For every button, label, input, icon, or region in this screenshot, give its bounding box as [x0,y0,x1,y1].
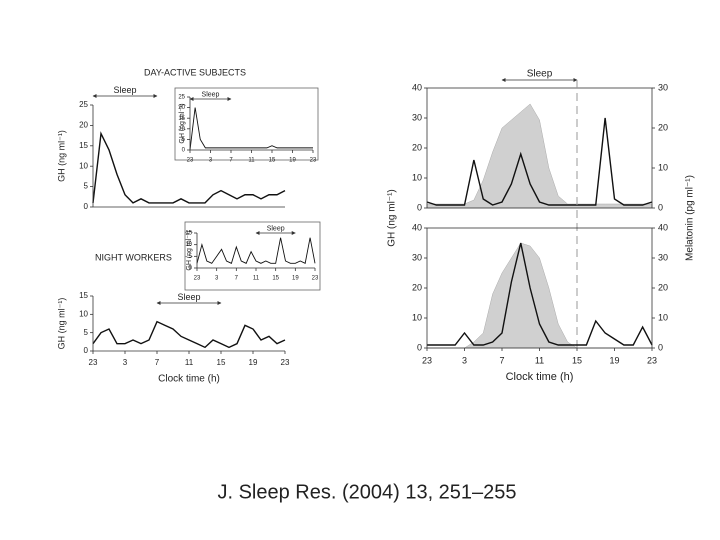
y-tick-label: 0 [417,342,422,352]
sleep-label: Sleep [113,85,136,95]
y-tick-label: 0 [182,148,186,154]
y-tick-label: 0 [417,202,422,212]
y2-tick-label: 30 [658,252,668,262]
sleep-label: Sleep [202,92,220,99]
y-tick-label: 10 [79,309,88,318]
gh-line [189,107,313,151]
gh-line [427,242,653,346]
sleep-label: Sleep [177,292,200,302]
x-tick-label: 23 [194,276,201,282]
gh-line [92,131,286,204]
x-tick-label: 23 [422,355,432,365]
y-tick-label: 25 [79,100,88,109]
x-axis-label: Clock time (h) [506,371,574,383]
x-tick-label: 15 [272,276,279,282]
y-tick-label: 30 [412,112,422,122]
y-tick-label: 0 [84,202,89,211]
x-tick-label: 11 [185,358,194,367]
y-tick-label: 15 [79,141,88,150]
y2-tick-label: 20 [658,282,668,292]
x-tick-label: 23 [310,158,317,164]
x-tick-label: 7 [499,355,504,365]
y-axis-label: GH (ng ml⁻¹) [186,230,193,270]
x-tick-label: 7 [229,158,233,164]
gh-line [92,320,286,349]
x-axis-label: Clock time (h) [158,374,220,385]
melatonin-area [426,103,653,209]
y2-tick-label: 0 [658,342,663,352]
sleep-label: Sleep [267,226,285,233]
sleep-label: Sleep [527,68,553,79]
y-tick-label: 0 [189,266,193,272]
x-tick-label: 23 [187,158,194,164]
panel-title: DAY-ACTIVE SUBJECTS [144,67,246,77]
x-tick-label: 19 [289,158,296,164]
x-tick-label: 11 [535,355,544,365]
y-tick-label: 5 [84,328,89,337]
y-tick-label: 40 [412,222,422,232]
y-tick-label: 20 [178,105,185,111]
y-tick-label: 5 [84,182,89,191]
x-tick-label: 15 [217,358,226,367]
y2-axis-label: Melatonin (pg ml⁻¹) [685,175,696,261]
y-axis-label: GH (ng ml⁻¹) [387,189,398,247]
y2-tick-label: 20 [658,122,668,132]
y-tick-label: 10 [185,242,192,248]
x-tick-label: 3 [462,355,467,365]
y-tick-label: 40 [412,82,422,92]
x-tick-label: 23 [312,276,319,282]
caption: J. Sleep Res. (2004) 13, 251–255 [217,481,516,503]
x-tick-label: 23 [647,355,657,365]
y-tick-label: 5 [182,137,186,143]
x-tick-label: 3 [123,358,128,367]
y-tick-label: 10 [412,172,422,182]
x-tick-label: 3 [209,158,213,164]
y-axis-label: GH (ng ml⁻¹) [56,130,66,182]
y-tick-label: 30 [412,252,422,262]
y-tick-label: 5 [189,254,193,260]
x-tick-label: 23 [89,358,98,367]
y2-tick-label: 10 [658,312,668,322]
y-tick-label: 10 [79,161,88,170]
melatonin-area [427,242,652,349]
y-tick-label: 20 [79,121,88,130]
y2-tick-label: 30 [658,82,668,92]
y-tick-label: 10 [412,312,422,322]
x-tick-label: 7 [235,276,239,282]
x-tick-label: 23 [281,358,290,367]
y-tick-label: 25 [178,95,185,101]
x-tick-label: 3 [215,276,219,282]
gh-line [196,237,316,264]
y2-tick-label: 40 [658,222,668,232]
inset-frame [184,221,321,291]
x-tick-label: 11 [248,158,255,164]
x-tick-label: 11 [253,276,260,282]
x-tick-label: 15 [572,355,582,365]
y2-tick-label: 10 [658,162,668,172]
panel-title: NIGHT WORKERS [95,252,172,262]
y-tick-label: 20 [412,282,422,292]
gh-line [426,117,653,206]
y-tick-label: 15 [178,116,185,122]
y-tick-label: 15 [185,231,192,237]
y-tick-label: 10 [178,126,185,132]
x-tick-label: 19 [609,355,619,365]
y-axis-label: GH (ng ml⁻¹) [179,103,186,143]
y2-tick-label: 0 [658,202,663,212]
x-tick-label: 19 [249,358,258,367]
x-tick-label: 15 [269,158,276,164]
y-axis-label: GH (ng ml⁻¹) [56,298,66,350]
x-tick-label: 7 [155,358,160,367]
x-tick-label: 19 [292,276,299,282]
y-tick-label: 0 [84,346,89,355]
y-tick-label: 15 [79,291,88,300]
y-tick-label: 20 [412,142,422,152]
